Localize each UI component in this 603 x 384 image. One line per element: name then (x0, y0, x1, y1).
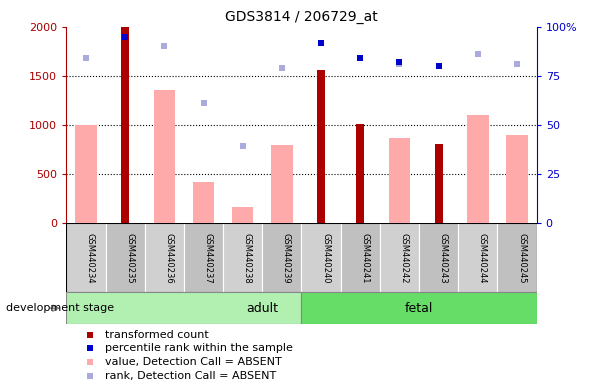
Text: transformed count: transformed count (105, 329, 209, 339)
Bar (223, 223, 262, 292)
Title: GDS3814 / 206729_at: GDS3814 / 206729_at (225, 10, 378, 25)
Bar (467, 115, 488, 223)
Bar (106, 223, 145, 292)
Text: GSM440243: GSM440243 (438, 233, 447, 284)
Text: GSM440244: GSM440244 (478, 233, 487, 284)
Bar (341, 223, 380, 292)
Bar (389, 137, 410, 223)
Bar (435, 144, 443, 223)
Text: GSM440241: GSM440241 (360, 233, 369, 284)
Bar (271, 146, 292, 223)
Bar (458, 223, 497, 292)
Bar (302, 292, 537, 324)
Text: GSM440234: GSM440234 (86, 233, 95, 284)
Bar (380, 223, 419, 292)
Bar (302, 223, 341, 292)
Bar (317, 70, 325, 223)
Text: GSM440236: GSM440236 (164, 233, 173, 284)
Text: rank, Detection Call = ABSENT: rank, Detection Call = ABSENT (105, 371, 276, 381)
Bar (184, 223, 223, 292)
Text: GSM440235: GSM440235 (125, 233, 134, 284)
Text: adult: adult (246, 302, 279, 314)
Bar (66, 223, 106, 292)
Bar (507, 135, 528, 223)
Bar (154, 89, 175, 223)
Bar (262, 223, 302, 292)
Text: fetal: fetal (405, 302, 434, 314)
Text: GSM440242: GSM440242 (399, 233, 408, 284)
Text: GSM440240: GSM440240 (321, 233, 330, 284)
Bar (145, 223, 184, 292)
Bar (497, 223, 537, 292)
Bar (121, 27, 129, 223)
Bar (66, 292, 302, 324)
Bar (75, 125, 96, 223)
Bar (193, 182, 214, 223)
Text: development stage: development stage (6, 303, 114, 313)
Text: GSM440245: GSM440245 (517, 233, 526, 284)
Text: value, Detection Call = ABSENT: value, Detection Call = ABSENT (105, 358, 282, 367)
Text: GSM440238: GSM440238 (242, 233, 251, 284)
Bar (419, 223, 458, 292)
Bar (232, 207, 253, 223)
Text: percentile rank within the sample: percentile rank within the sample (105, 343, 293, 353)
Text: GSM440237: GSM440237 (203, 233, 212, 284)
Text: GSM440239: GSM440239 (282, 233, 291, 284)
Bar (356, 124, 364, 223)
